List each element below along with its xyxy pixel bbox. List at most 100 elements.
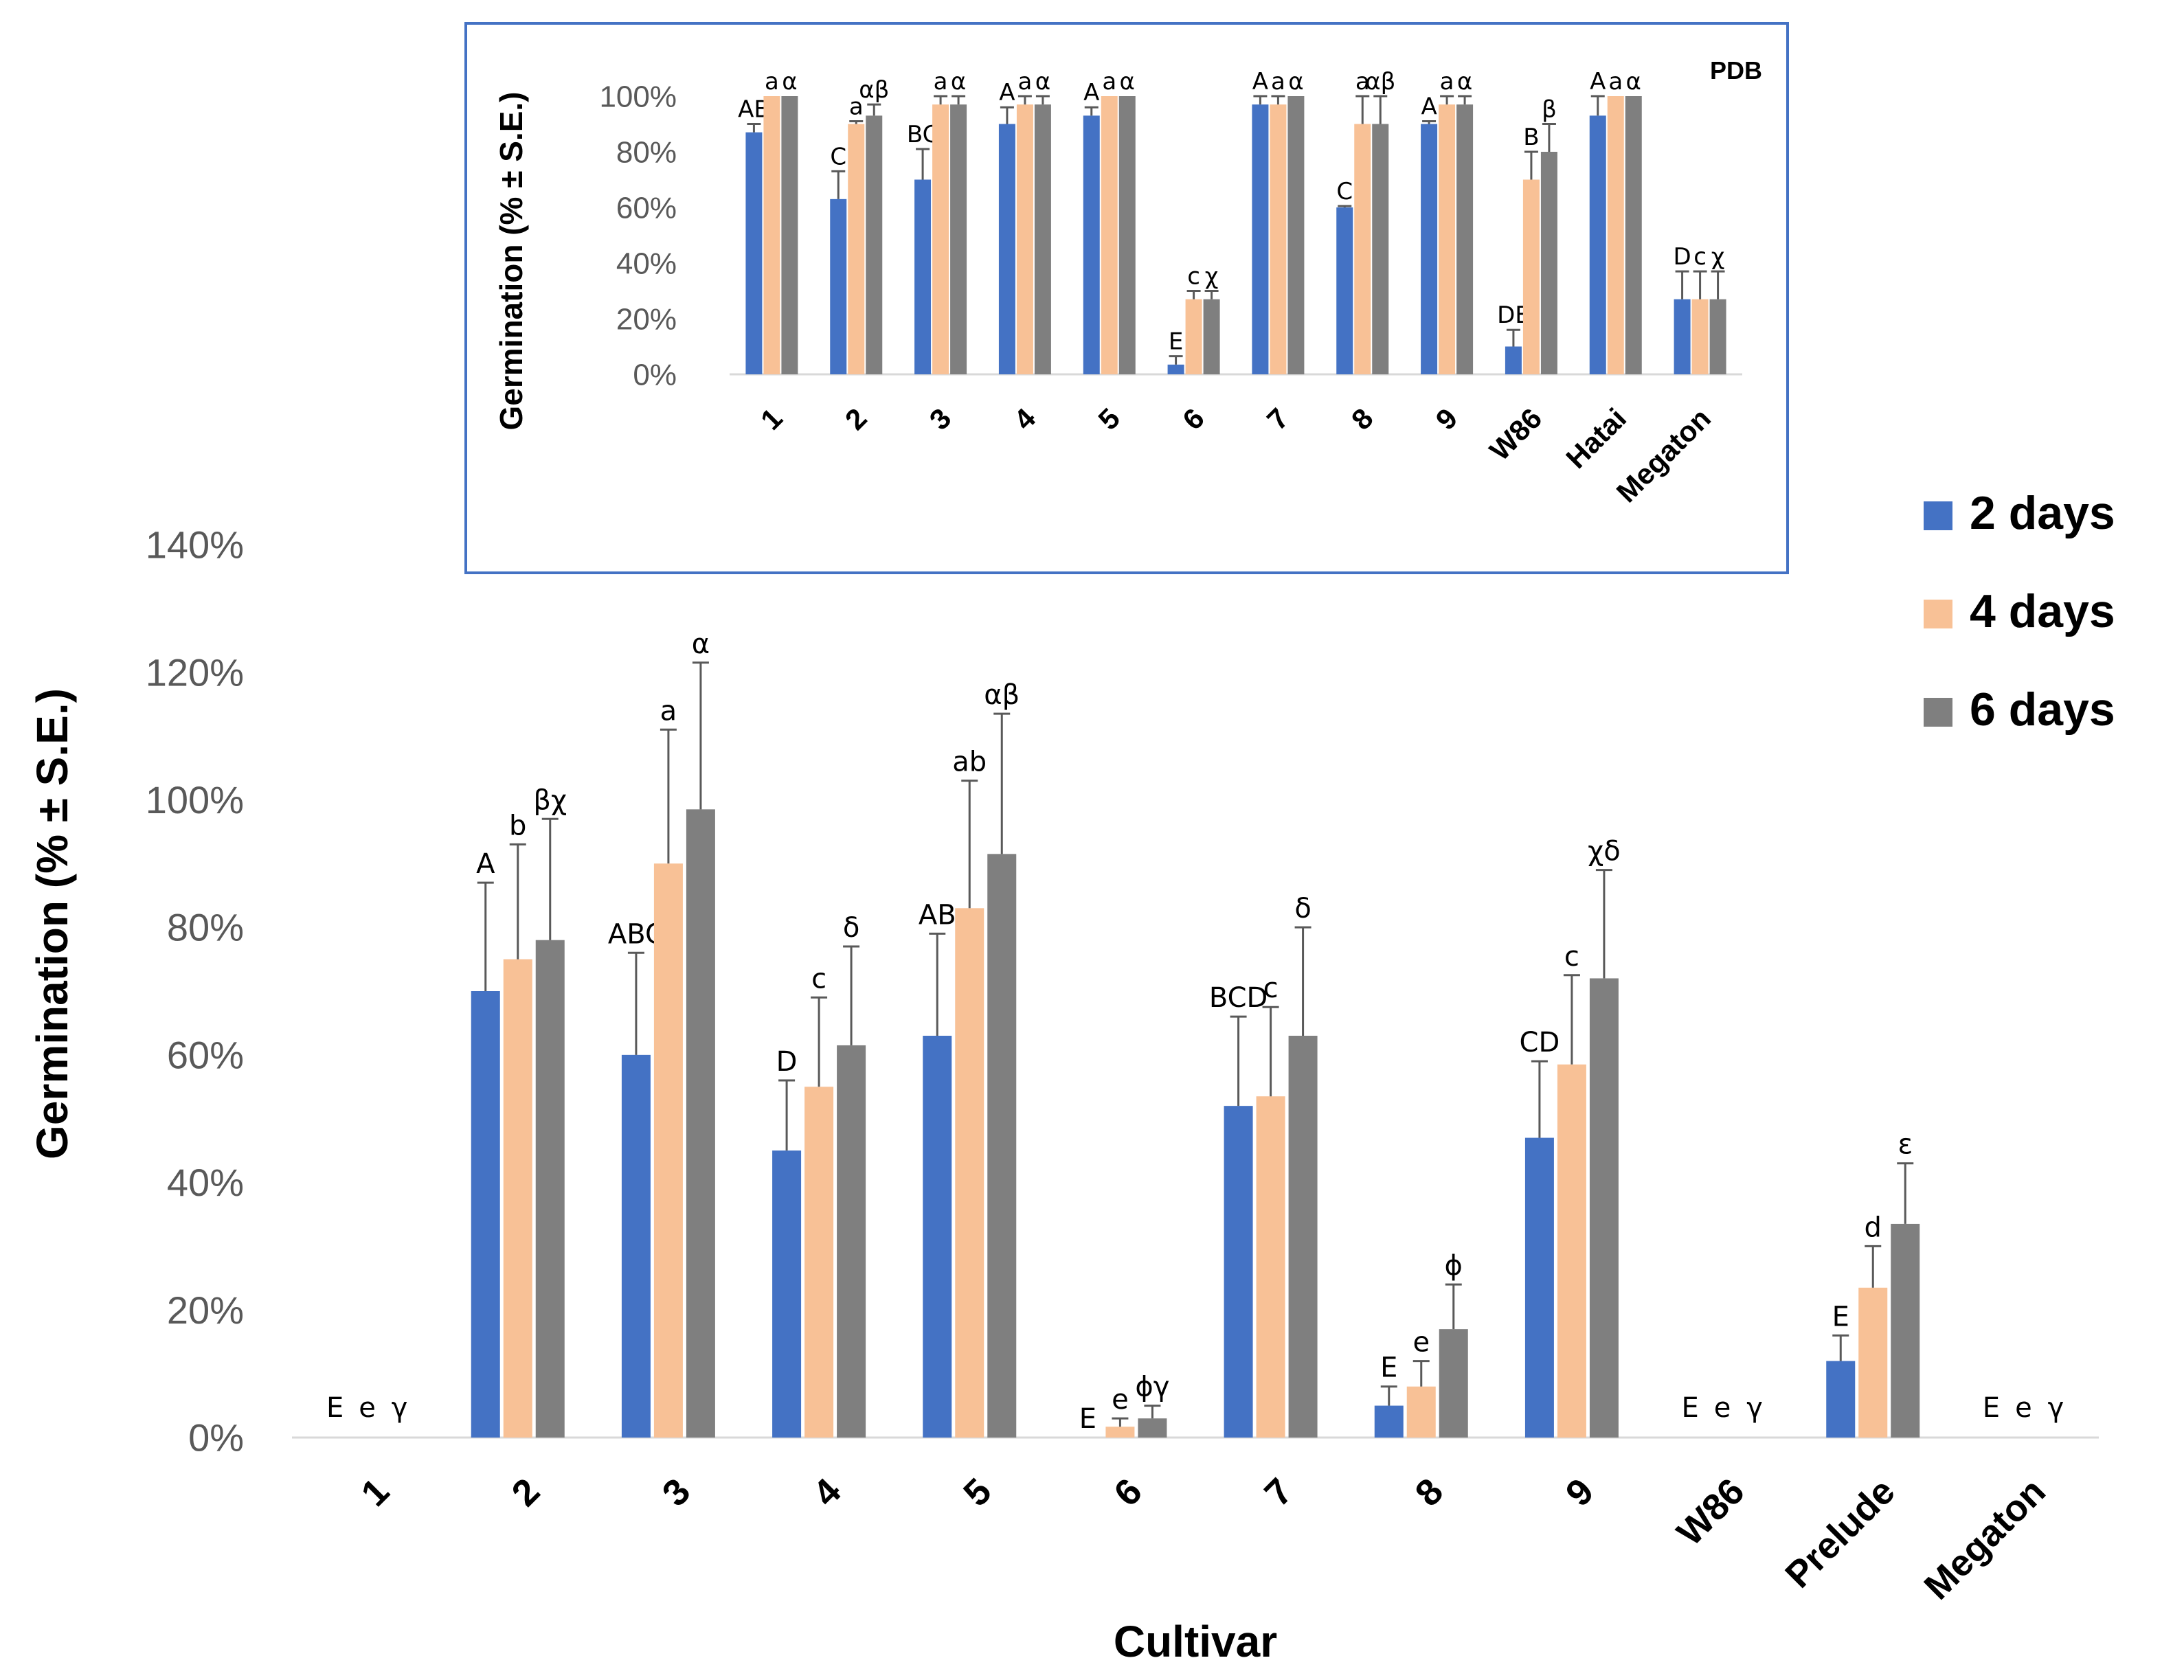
inset-significance-label: A	[1421, 93, 1437, 120]
inset-significance-label: A	[1590, 68, 1606, 95]
main-significance-label: D	[776, 1046, 798, 1078]
main-significance-label: E	[1832, 1301, 1849, 1332]
inset-bar	[1421, 124, 1438, 374]
inset-bar	[1203, 299, 1220, 374]
main-significance-label: c	[811, 963, 826, 995]
main-significance-label: e	[359, 1392, 376, 1424]
main-significance-label: d	[1865, 1212, 1882, 1243]
main-significance-label: E	[1983, 1392, 2000, 1424]
inset-y-axis-title: Germination (% ± S.E.)	[493, 92, 529, 431]
inset-bar	[1589, 115, 1606, 374]
inset-bar	[1625, 96, 1642, 374]
main-bar	[621, 1054, 651, 1438]
inset-bar	[1016, 104, 1033, 374]
main-significance-label: a	[660, 695, 677, 727]
inset-bar	[914, 179, 932, 374]
inset-significance-label: c	[1693, 243, 1707, 271]
main-category-label: 2	[504, 1471, 548, 1514]
main-significance-label: AB	[919, 899, 956, 931]
main-bar	[1374, 1405, 1404, 1438]
inset-significance-label: C	[1336, 178, 1353, 205]
main-ytick: 140%	[146, 523, 244, 567]
main-significance-label: α	[692, 628, 710, 660]
legend-swatch	[1924, 698, 1952, 727]
main-significance-label: e	[1412, 1327, 1430, 1359]
main-x-axis-title: Cultivar	[1114, 1617, 1277, 1666]
inset-bar	[1674, 299, 1691, 374]
main-bar	[1288, 1036, 1318, 1438]
inset-significance-label: α	[1626, 68, 1641, 95]
legend-swatch	[1924, 501, 1952, 530]
main-significance-label: ϕγ	[1135, 1372, 1169, 1403]
main-bar	[1138, 1418, 1167, 1438]
inset-bar	[950, 104, 967, 374]
inset-bar	[1034, 104, 1051, 374]
inset-significance-label: χ	[1711, 243, 1725, 271]
main-bar	[955, 908, 984, 1438]
inset-bar	[1167, 364, 1184, 374]
main-significance-label: e	[1112, 1384, 1129, 1416]
main-significance-label: αβ	[984, 679, 1020, 711]
inset-ytick: 60%	[616, 191, 677, 225]
main-bar	[772, 1150, 802, 1438]
main-category-label: 9	[1558, 1471, 1602, 1514]
inset-significance-label: A	[1252, 68, 1268, 95]
main-bar	[1256, 1096, 1285, 1438]
main-significance-label: e	[1714, 1392, 1731, 1424]
main-ytick: 20%	[167, 1289, 244, 1332]
inset-significance-label: a	[765, 68, 779, 95]
main-bar	[1891, 1223, 1920, 1438]
main-significance-label: E	[1079, 1403, 1096, 1435]
main-significance-label: βχ	[533, 784, 567, 816]
main-bar	[471, 991, 500, 1438]
inset-bar	[932, 104, 949, 374]
main-category-label: Prelude	[1777, 1471, 1902, 1596]
inset-ytick: 0%	[633, 358, 677, 391]
inset-bar	[1691, 299, 1709, 374]
main-significance-label: b	[509, 810, 526, 841]
inset-bar	[1270, 104, 1287, 374]
inset-ytick: 100%	[599, 80, 677, 113]
main-ytick: 100%	[146, 778, 244, 821]
inset-bar	[1101, 96, 1118, 374]
inset-bar	[1607, 96, 1624, 374]
main-significance-label: E	[1681, 1392, 1698, 1424]
legend-label: 2 days	[1970, 487, 2115, 539]
inset-bar	[1709, 299, 1726, 374]
inset-bar	[998, 124, 1015, 374]
inset-bar	[1505, 346, 1522, 374]
legend: 2 days 4 days 6 days	[1924, 487, 2115, 736]
main-significance-label: ϕ	[1445, 1250, 1463, 1282]
inset-significance-label: α	[1035, 68, 1050, 95]
inset-bar	[781, 96, 798, 374]
inset-bar	[1540, 152, 1557, 374]
main-significance-label: A	[476, 848, 495, 880]
main-bar	[804, 1087, 834, 1438]
inset-significance-label: a	[849, 93, 864, 120]
main-significance-label: c	[1263, 973, 1279, 1004]
main-bar	[1557, 1064, 1586, 1438]
inset-bar	[1287, 96, 1305, 374]
legend-label: 4 days	[1970, 585, 2115, 637]
legend-swatch	[1924, 600, 1952, 628]
inset-bar	[1185, 299, 1202, 374]
inset-bar	[1336, 207, 1353, 374]
inset-significance-label: E	[1169, 328, 1183, 356]
main-category-label: 4	[805, 1471, 849, 1514]
inset-significance-label: a	[1017, 68, 1032, 95]
legend-label: 6 days	[1970, 683, 2115, 736]
main-category-label: 8	[1408, 1471, 1452, 1514]
inset-significance-label: a	[1608, 68, 1623, 95]
main-significance-label: γ	[1746, 1392, 1763, 1424]
main-ytick: 60%	[167, 1033, 244, 1076]
main-bar	[1224, 1106, 1253, 1438]
inset-significance-label: c	[1187, 263, 1200, 291]
inset-bar	[1439, 104, 1456, 374]
main-bar	[837, 1045, 866, 1438]
main-bar	[653, 863, 683, 1438]
inset-significance-label: a	[1440, 68, 1454, 95]
inset-significance-label: α	[1457, 68, 1472, 95]
inset-significance-label: D	[1673, 243, 1691, 271]
main-significance-label: E	[326, 1392, 344, 1424]
main-significance-label: E	[1380, 1352, 1397, 1384]
